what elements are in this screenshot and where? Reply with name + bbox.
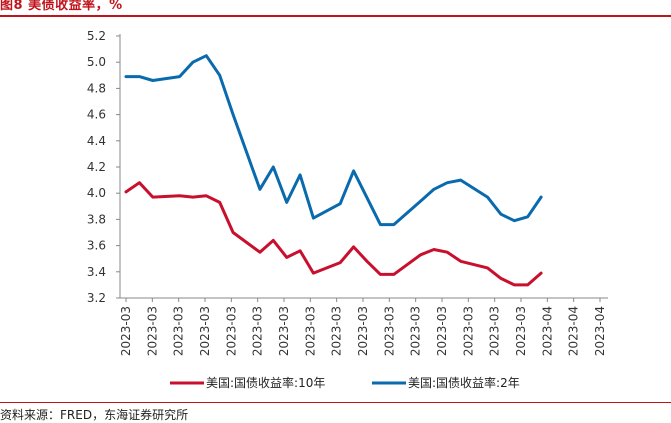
x-tick-label: 2023-04 (567, 306, 581, 356)
series-line-1 (124, 54, 543, 227)
y-tick-label: 4.8 (87, 81, 106, 95)
legend-label-0: 美国:国债收益率:10年 (206, 375, 325, 390)
title-rule (0, 15, 671, 17)
x-tick-label: 2023-03 (198, 306, 212, 356)
x-tick-label: 2023-03 (251, 306, 265, 356)
legend: 美国:国债收益率:10年 美国:国债收益率:2年 (170, 375, 520, 390)
source-rule (0, 402, 671, 403)
y-tick-label: 4.0 (87, 186, 106, 200)
y-tick-label: 5.0 (87, 55, 106, 69)
y-tick-label: 3.2 (87, 291, 106, 305)
x-tick-label: 2023-04 (540, 306, 554, 356)
x-tick-label: 2023-03 (145, 306, 159, 356)
x-tick-label: 2023-03 (224, 306, 238, 356)
y-tick-label: 4.4 (87, 134, 106, 148)
axes (119, 34, 608, 299)
y-tick-label: 4.2 (87, 160, 106, 174)
x-tick-label: 2023-03 (409, 306, 423, 356)
x-tick-label: 2023-03 (172, 306, 186, 356)
legend-label-1: 美国:国债收益率:2年 (408, 375, 520, 390)
x-tick-label: 2023-03 (119, 306, 133, 356)
y-tick-label: 4.6 (87, 108, 106, 122)
x-axis-ticks: 2023-03 2023-03 2023-03 2023-03 2023-03 2023-… (119, 298, 607, 356)
x-tick-label: 2023-03 (330, 306, 344, 356)
x-tick-label: 2023-03 (461, 306, 475, 356)
y-tick-label: 5.2 (87, 29, 106, 43)
series-lines (124, 54, 543, 287)
x-tick-label: 2023-03 (435, 306, 449, 356)
y-tick-label: 3.8 (87, 212, 106, 226)
x-tick-label: 2023-03 (303, 306, 317, 356)
series-line-0 (124, 181, 543, 287)
x-tick-label: 2023-03 (514, 306, 528, 356)
y-axis-ticks: 3.2 3.4 3.6 3.8 4.0 4.2 4.4 4.6 4.8 5.0 5.2 (87, 29, 120, 305)
x-tick-label: 2023-03 (488, 306, 502, 356)
x-tick-label: 2023-04 (593, 306, 607, 356)
chart-title: 图8 美债收益率，% (0, 0, 123, 13)
y-tick-label: 3.4 (87, 265, 106, 279)
x-tick-label: 2023-03 (277, 306, 291, 356)
y-tick-label: 3.6 (87, 239, 106, 253)
x-tick-label: 2023-03 (382, 306, 396, 356)
source-note: 资料来源：FRED，东海证券研究所 (0, 408, 189, 422)
x-tick-label: 2023-03 (356, 306, 370, 356)
